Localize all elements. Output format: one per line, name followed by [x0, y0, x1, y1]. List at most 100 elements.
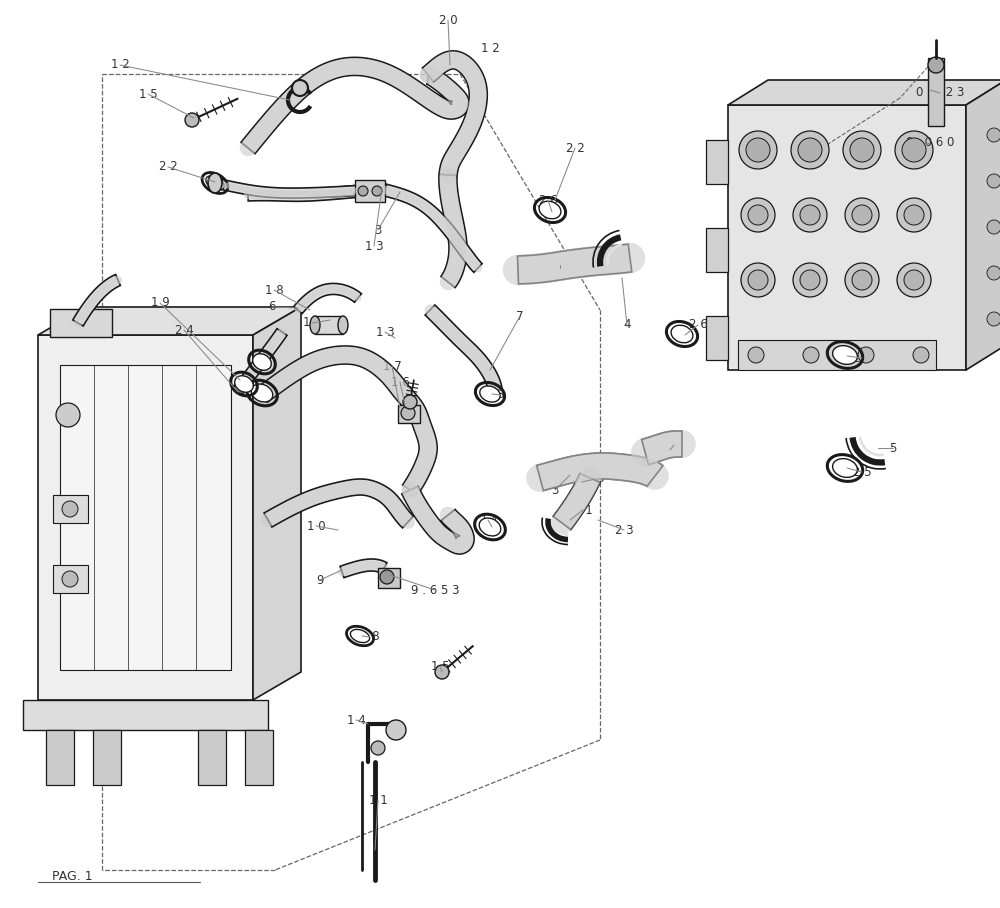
Text: 1 2: 1 2 — [481, 42, 499, 54]
Circle shape — [435, 665, 449, 679]
Text: 6: 6 — [268, 301, 276, 313]
Bar — [93, 730, 121, 785]
Text: 1 4: 1 4 — [347, 714, 365, 726]
Text: 2 5: 2 5 — [853, 466, 871, 479]
Polygon shape — [642, 431, 682, 465]
Text: 2 1: 2 1 — [574, 504, 592, 517]
Bar — [53, 565, 88, 593]
Polygon shape — [422, 51, 487, 176]
Ellipse shape — [479, 518, 501, 536]
Circle shape — [748, 205, 768, 225]
Text: 0 . 3 2 3: 0 . 3 2 3 — [916, 86, 964, 100]
Ellipse shape — [206, 176, 224, 190]
Text: 5: 5 — [889, 441, 897, 455]
Text: 1: 1 — [556, 262, 564, 274]
Polygon shape — [214, 178, 365, 198]
Text: 7: 7 — [516, 310, 524, 322]
Polygon shape — [248, 184, 375, 202]
Polygon shape — [518, 244, 632, 284]
Text: 1 5: 1 5 — [431, 659, 449, 673]
Ellipse shape — [480, 386, 500, 402]
Text: 2: 2 — [670, 439, 678, 451]
Polygon shape — [402, 486, 474, 554]
Text: 1 1: 1 1 — [369, 794, 387, 806]
Circle shape — [987, 174, 1000, 188]
Bar — [315, 316, 343, 334]
Text: 1 0: 1 0 — [307, 519, 325, 532]
Circle shape — [852, 270, 872, 290]
Bar — [50, 309, 112, 337]
Polygon shape — [241, 57, 469, 153]
Ellipse shape — [251, 384, 273, 402]
Bar — [928, 58, 944, 126]
Ellipse shape — [350, 629, 370, 643]
Text: 2 3: 2 3 — [615, 524, 633, 537]
Circle shape — [897, 198, 931, 232]
Circle shape — [987, 266, 1000, 280]
Ellipse shape — [833, 346, 857, 364]
Bar — [53, 495, 88, 523]
Ellipse shape — [671, 325, 693, 343]
Circle shape — [800, 270, 820, 290]
Bar — [706, 316, 728, 360]
Text: 1 9: 1 9 — [151, 297, 169, 310]
Polygon shape — [253, 307, 301, 700]
Polygon shape — [73, 274, 120, 326]
Circle shape — [62, 501, 78, 517]
Circle shape — [292, 80, 308, 96]
Text: 2 0: 2 0 — [439, 14, 457, 26]
Polygon shape — [383, 184, 482, 272]
Text: 1 3: 1 3 — [365, 240, 383, 252]
Circle shape — [845, 263, 879, 297]
Text: 9 . 6 5 3: 9 . 6 5 3 — [411, 584, 459, 597]
Text: 1 8: 1 8 — [303, 317, 321, 330]
Text: 2 3: 2 3 — [586, 472, 604, 486]
Bar — [706, 228, 728, 272]
Text: 2 4: 2 4 — [175, 323, 193, 337]
Circle shape — [372, 186, 382, 196]
Circle shape — [62, 571, 78, 587]
Circle shape — [185, 113, 199, 127]
Bar — [198, 730, 226, 785]
Text: 8: 8 — [496, 389, 504, 401]
Circle shape — [741, 198, 775, 232]
Text: 3: 3 — [374, 223, 382, 236]
Polygon shape — [257, 346, 437, 495]
Circle shape — [895, 131, 933, 169]
Polygon shape — [966, 80, 1000, 370]
Text: 0 . 0 6 0: 0 . 0 6 0 — [906, 136, 954, 150]
Circle shape — [401, 406, 415, 420]
Circle shape — [987, 220, 1000, 234]
Bar — [60, 365, 231, 670]
Circle shape — [800, 205, 820, 225]
Circle shape — [904, 270, 924, 290]
Polygon shape — [23, 700, 268, 730]
Circle shape — [843, 131, 881, 169]
Circle shape — [741, 263, 775, 297]
Circle shape — [791, 131, 829, 169]
Circle shape — [403, 395, 417, 409]
Text: 2 6: 2 6 — [689, 319, 707, 331]
Circle shape — [897, 263, 931, 297]
Circle shape — [371, 741, 385, 755]
Circle shape — [987, 128, 1000, 142]
Text: 2 2: 2 2 — [566, 142, 584, 154]
Bar — [46, 730, 74, 785]
Text: 1 8: 1 8 — [361, 630, 379, 644]
Ellipse shape — [539, 202, 561, 219]
Text: 1 6: 1 6 — [391, 376, 409, 389]
Polygon shape — [38, 335, 253, 700]
Circle shape — [798, 138, 822, 162]
Text: 1 3: 1 3 — [376, 325, 394, 339]
Circle shape — [56, 403, 80, 427]
Circle shape — [852, 205, 872, 225]
Polygon shape — [439, 174, 467, 288]
Circle shape — [380, 570, 394, 584]
Polygon shape — [340, 559, 387, 577]
Ellipse shape — [338, 316, 348, 334]
Bar — [738, 340, 936, 370]
Polygon shape — [728, 80, 1000, 105]
Circle shape — [904, 205, 924, 225]
Text: 1 7: 1 7 — [383, 360, 401, 372]
Ellipse shape — [235, 376, 253, 392]
